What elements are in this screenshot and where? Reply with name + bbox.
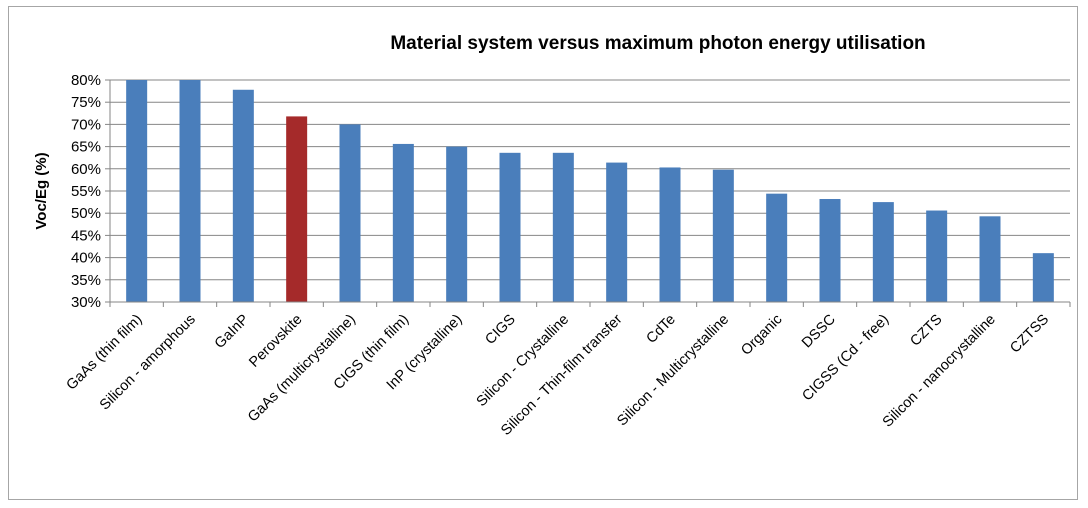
y-tick-label: 45% [71,227,101,244]
y-tick-label: 35% [71,272,101,289]
bar [286,116,308,303]
bar [1032,253,1054,302]
x-tick-label: DSSC [799,312,839,352]
axes [105,79,1071,307]
y-axis-label: Voc/Eg (%) [33,152,50,229]
bar [872,202,894,302]
bar [979,216,1001,302]
x-tick-label: Organic [738,312,785,359]
x-tick-label: Silicon - amorphous [97,312,199,414]
y-tick-label: 80% [71,72,101,89]
bar [179,80,201,302]
bar [499,152,521,302]
x-tick-label: Silicon - nanocrystalline [880,312,999,431]
x-tick-label: GaInP [212,312,252,352]
y-tick-label: 40% [71,250,101,267]
bar [819,198,841,302]
y-tick-label: 30% [71,294,101,311]
y-tick-label: 65% [71,139,101,156]
bar [926,210,948,302]
bars [126,80,1054,303]
x-tick-label: CZTSS [1007,312,1052,357]
x-tick-label: CZTS [907,312,945,350]
bar [659,167,681,302]
gridlines [110,79,1070,303]
chart-title: Material system versus maximum photon en… [390,33,925,54]
bar [712,169,734,302]
x-tick-labels: GaAs (thin film)Silicon - amorphous GaInP… [64,311,1053,438]
x-tick-label: Silicon - Crystalline [474,312,572,410]
bar [446,146,468,302]
x-tick-label: CIGS [482,312,518,348]
x-tick-label: CdTe [644,312,679,347]
bar [232,89,254,302]
y-tick-label: 60% [71,161,101,178]
bar [339,124,361,303]
y-tick-label: 75% [71,94,101,111]
y-tick-label: 70% [71,116,101,133]
y-tick-label: 50% [71,205,101,222]
bar [606,162,628,302]
x-tick-label: Silicon - Multicrystalline [614,312,732,430]
bar [392,143,414,302]
bar [766,193,788,302]
y-tick-labels: 30% 35% 40% 45% 50% 55% 60% 65% 70% 75% 80% [71,72,101,311]
y-tick-label: 55% [71,183,101,200]
bar [552,152,574,302]
x-tick-label: GaAs (multicrystalline) [245,312,359,426]
bar [126,80,148,302]
